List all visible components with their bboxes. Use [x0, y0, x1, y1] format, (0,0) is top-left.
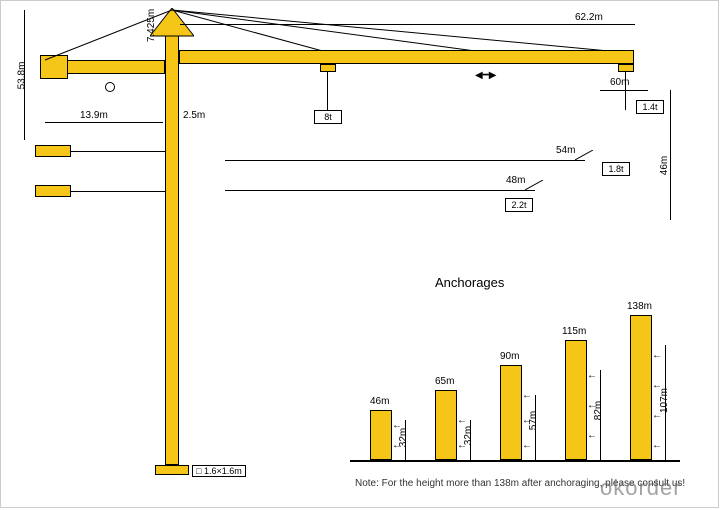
reduced-jib-2: [225, 190, 535, 191]
anchorages-title: Anchorages: [435, 275, 504, 290]
load-near: 8t: [314, 110, 342, 124]
dim-right-height: 46m: [659, 156, 670, 175]
anch-top-2: 90m: [500, 351, 519, 362]
anch-top-1: 65m: [435, 376, 454, 387]
anch-bar-4: [630, 315, 652, 460]
crane-tower: [165, 35, 179, 465]
anch-bar-3: [565, 340, 587, 460]
reduced-jib-2-load: 2.2t: [505, 198, 533, 212]
anchorages-baseline: [350, 460, 680, 462]
reduced-jib-2-length: 48m: [506, 175, 525, 186]
anch-top-0: 46m: [370, 396, 389, 407]
direction-arrows: ◀━▶: [475, 70, 496, 81]
operators-cab-marker: [105, 82, 115, 92]
reduced-jib-1-length: 54m: [556, 145, 575, 156]
anch-bar-0: [370, 410, 392, 460]
trolley-far: [618, 64, 634, 72]
counterweight-set-2: [35, 185, 71, 197]
crane-base: [155, 465, 189, 475]
load-far: 1.4t: [636, 100, 664, 114]
dim-counter-jib: 13.9m: [80, 110, 108, 121]
dim-peak-height: 7.425m: [146, 9, 157, 42]
dim-tower-height: 53.8m: [16, 62, 27, 90]
reduced-jib-1: [225, 160, 585, 161]
counterweight-set-1: [35, 145, 71, 157]
reduced-jib-1-load: 1.8t: [602, 162, 630, 176]
trolley-near: [320, 64, 336, 72]
anch-top-4: 138m: [627, 301, 652, 312]
anch-bar-1: [435, 390, 457, 460]
anch-top-3: 115m: [562, 326, 586, 337]
main-jib: [179, 50, 634, 64]
anch-bar-2: [500, 365, 522, 460]
watermark-text: okorder: [600, 475, 682, 501]
dim-jib-length: 62.2m: [575, 12, 603, 23]
dim-clearance: 2.5m: [183, 110, 205, 121]
dim-tip-clearance: 60m: [610, 77, 629, 88]
base-size-label: □ 1.6×1.6m: [192, 465, 246, 477]
